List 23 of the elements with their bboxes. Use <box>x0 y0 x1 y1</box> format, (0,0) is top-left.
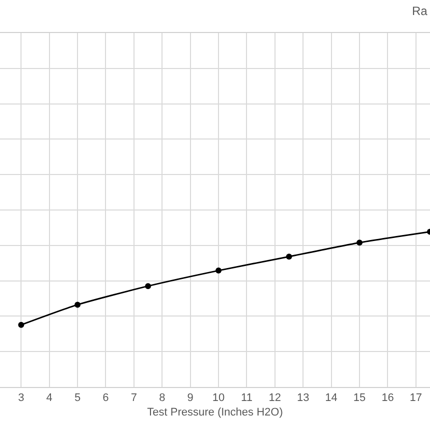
point <box>145 283 152 290</box>
point <box>216 268 222 274</box>
x-axis-title: Test Pressure (Inches H2O) <box>147 406 283 418</box>
x-tick-label: 4 <box>46 392 52 404</box>
x-tick-label: 14 <box>325 392 338 404</box>
x-tick-label: 6 <box>102 392 109 404</box>
x-tick-label: 12 <box>268 392 282 404</box>
x-tick-label: 8 <box>159 392 166 404</box>
x-tick-label: 5 <box>74 392 81 404</box>
point <box>74 302 81 308</box>
x-tick-label: 17 <box>410 392 422 404</box>
text: Ra <box>412 4 428 18</box>
point <box>356 240 363 246</box>
x-tick-label: 9 <box>187 392 194 404</box>
x-tick-label: 7 <box>130 392 137 404</box>
x-tick-label: 3 <box>18 392 24 404</box>
x-tick-label: 11 <box>241 392 252 404</box>
x-tick-label: 16 <box>382 392 394 404</box>
x-tick-label: 13 <box>296 392 310 404</box>
point <box>18 322 24 328</box>
point <box>286 254 292 260</box>
x-tick-label: 10 <box>212 392 225 404</box>
x-tick-label: 15 <box>353 392 366 404</box>
